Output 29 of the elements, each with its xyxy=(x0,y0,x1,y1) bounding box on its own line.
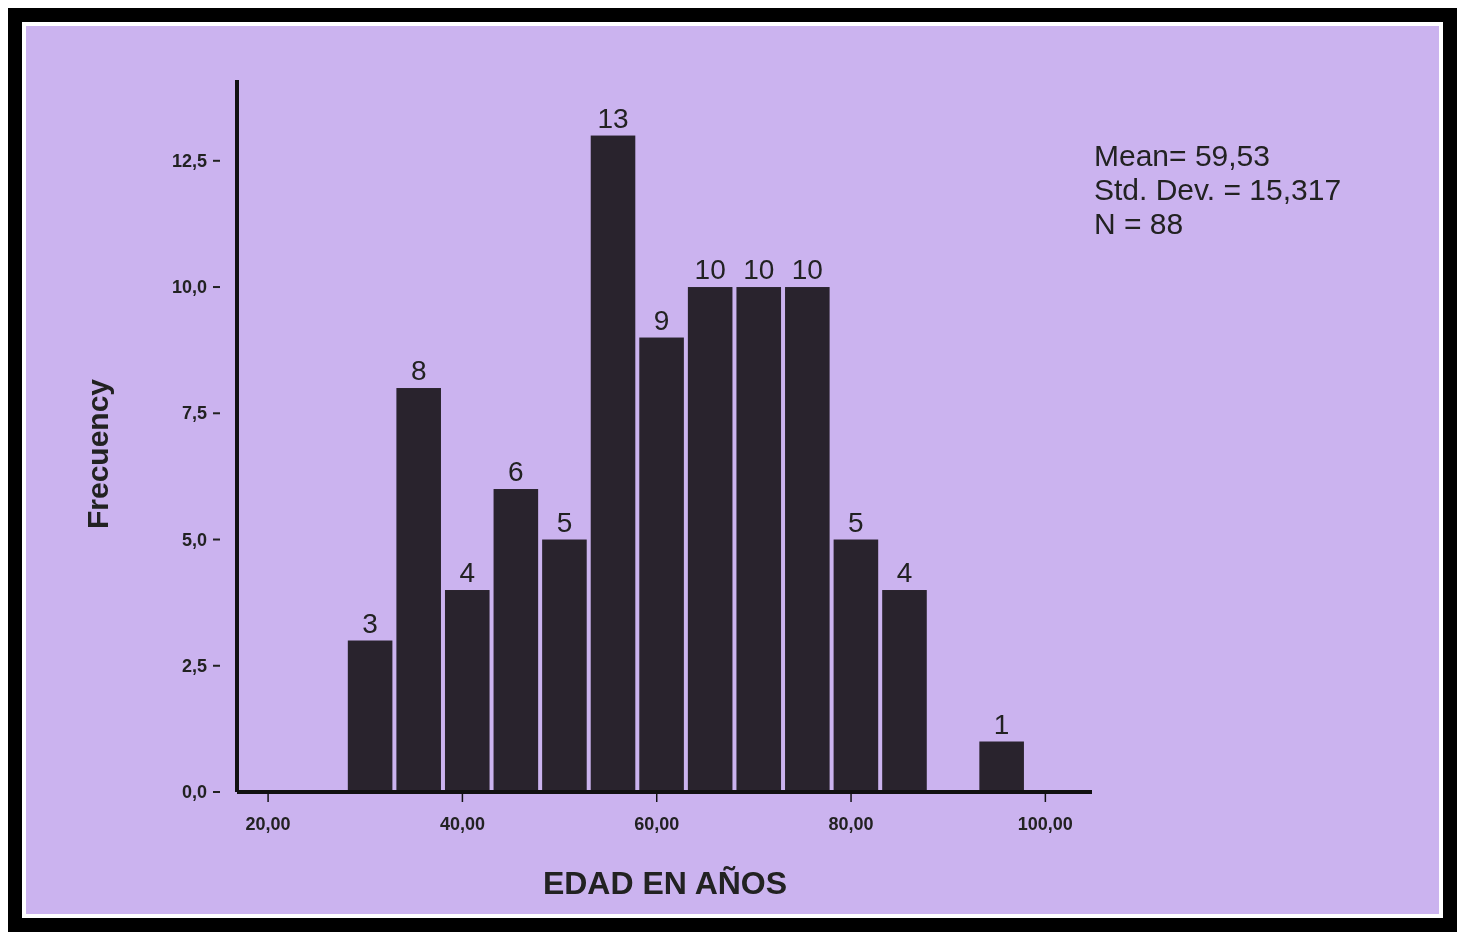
data-label: 5 xyxy=(848,506,864,538)
data-label: 3 xyxy=(362,607,378,639)
data-label: 10 xyxy=(694,254,726,286)
y-axis-title: Frecuency xyxy=(81,378,114,530)
y-tick-label: 7,5 xyxy=(181,403,207,424)
data-label: 10 xyxy=(743,254,775,286)
y-tick-label: 10,0 xyxy=(171,277,207,298)
data-label: 13 xyxy=(597,102,629,134)
data-label: 5 xyxy=(556,506,573,538)
x-tick-label: 60,00 xyxy=(634,814,680,834)
y-tick-label: 12,5 xyxy=(171,150,207,171)
x-tick-label: 20,00 xyxy=(245,814,291,834)
x-tick-label: 80,00 xyxy=(828,814,874,834)
x-axis-title: EDAD EN AÑOS xyxy=(542,865,788,901)
data-label: 9 xyxy=(653,304,670,336)
text: N = 88 xyxy=(1094,207,1184,240)
data-label: 1 xyxy=(993,708,1010,740)
data-label: 4 xyxy=(896,557,913,589)
data-label: 8 xyxy=(410,355,427,387)
text: Std. Dev. = 15,317 xyxy=(1094,173,1342,206)
data-label: 6 xyxy=(508,456,524,488)
y-tick-label: 0,0 xyxy=(181,782,207,802)
x-tick-label: 40,00 xyxy=(439,814,485,834)
text: Mean= 59,53 xyxy=(1094,139,1270,172)
y-tick-label: 2,5 xyxy=(181,655,207,676)
x-tick-label: 100,00 xyxy=(1017,814,1073,834)
data-label: 10 xyxy=(791,254,823,286)
y-tick-label: 5,0 xyxy=(181,529,207,550)
data-label: 4 xyxy=(459,557,476,589)
